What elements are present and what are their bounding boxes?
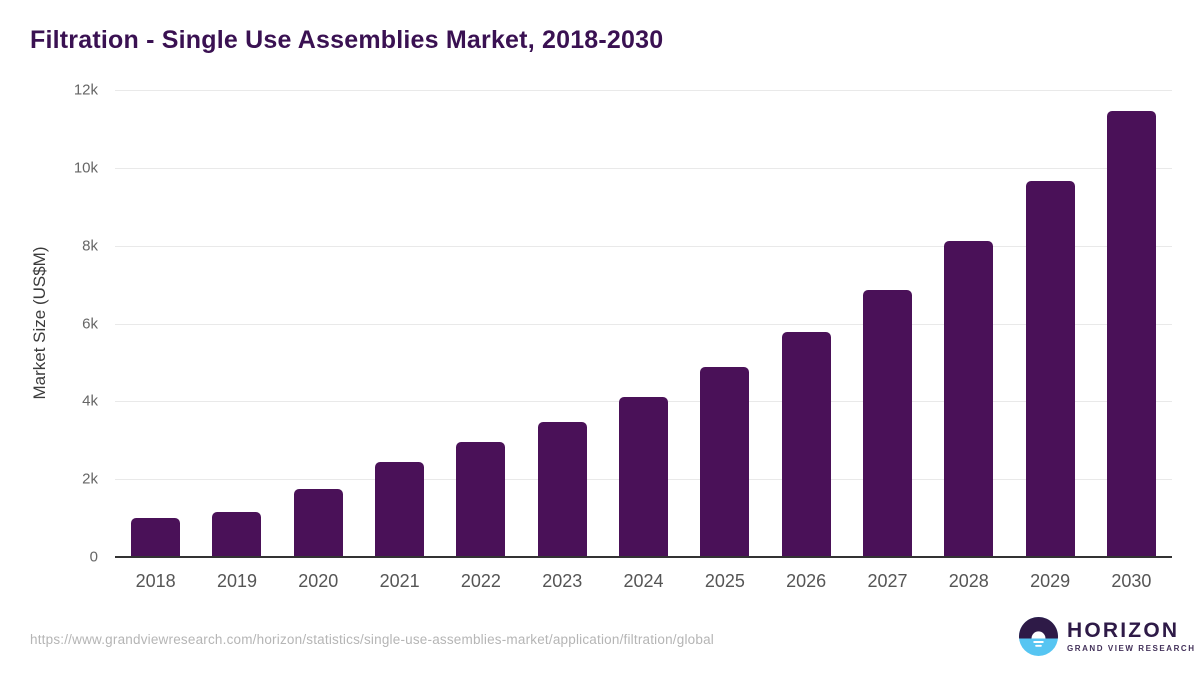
bar-slot (359, 90, 440, 557)
bar-slot (684, 90, 765, 557)
y-tick-label: 8k (82, 237, 98, 255)
bar-2029 (1025, 181, 1075, 557)
y-tick-label: 12k (73, 81, 98, 99)
bar-2022 (456, 441, 506, 557)
y-tick-label: 4k (82, 392, 98, 410)
x-axis-labels: 2018 2019 2020 2021 2022 2023 2024 2025 2026 2027… (115, 557, 1172, 592)
gridline (115, 90, 1172, 91)
bar-2026 (781, 331, 831, 557)
x-tick-label: 2028 (948, 571, 989, 591)
chart-title: Filtration - Single Use Assemblies Marke… (30, 26, 664, 54)
bar-2020 (293, 488, 343, 557)
gridline (115, 323, 1172, 325)
y-tick-label: 2k (82, 470, 98, 488)
bar-2027 (862, 290, 912, 557)
x-tick-label: 2029 (1030, 571, 1071, 591)
bar-slot (847, 90, 928, 557)
bar-slot (766, 90, 847, 557)
x-tick-label: 2026 (786, 571, 827, 591)
x-tick-label: 2018 (135, 571, 176, 591)
bar-slot (1009, 90, 1090, 557)
bar-slot (440, 90, 521, 557)
logo-text-block: HORIZON GRAND VIEW RESEARCH (1067, 618, 1196, 654)
bar-2028 (944, 240, 994, 557)
y-tick-label: 10k (73, 159, 98, 177)
bar-slot (522, 90, 603, 557)
horizon-logo-icon (1019, 617, 1058, 656)
logo-wordmark: HORIZON (1067, 618, 1180, 642)
bar-2025 (700, 367, 750, 557)
horizon-logo: HORIZON GRAND VIEW RESEARCH (1019, 617, 1196, 656)
x-tick-label: 2022 (460, 571, 501, 591)
y-axis-title: Market Size (US$M) (30, 246, 49, 400)
x-tick-label: 2019 (216, 571, 257, 591)
bar-slot (196, 90, 277, 557)
x-axis-line (115, 556, 1172, 558)
bar-slot (1091, 90, 1172, 557)
bar-slot (928, 90, 1009, 557)
x-tick-label: 2024 (623, 571, 664, 591)
x-tick-label: 2027 (867, 571, 908, 591)
bar-2019 (212, 511, 262, 557)
source-url: https://www.grandviewresearch.com/horizo… (30, 632, 714, 647)
x-tick-label: 2020 (298, 571, 339, 591)
y-tick-label: 0 (89, 548, 98, 566)
bar-slot (603, 90, 684, 557)
bar-slot (278, 90, 359, 557)
bar-2024 (619, 397, 669, 557)
bar-2023 (537, 421, 587, 557)
bar-2018 (131, 518, 181, 557)
bars-row (115, 90, 1172, 557)
logo-subtitle: GRAND VIEW RESEARCH (1067, 644, 1196, 654)
gridline (115, 245, 1172, 247)
bar-2030 (1106, 111, 1156, 557)
x-tick-label: 2025 (704, 571, 745, 591)
bar-slot (115, 90, 196, 557)
x-tick-label: 2021 (379, 571, 420, 591)
x-tick-label: 2023 (542, 571, 583, 591)
gridline (115, 167, 1172, 169)
bar-2021 (375, 462, 425, 557)
plot-area: 0 2k 4k 6k 8k 10k 12k 2018 2019 2020 2021 2022 2023… (74, 82, 1172, 591)
y-tick-label: 6k (82, 315, 98, 332)
x-tick-label: 2030 (1111, 571, 1152, 591)
